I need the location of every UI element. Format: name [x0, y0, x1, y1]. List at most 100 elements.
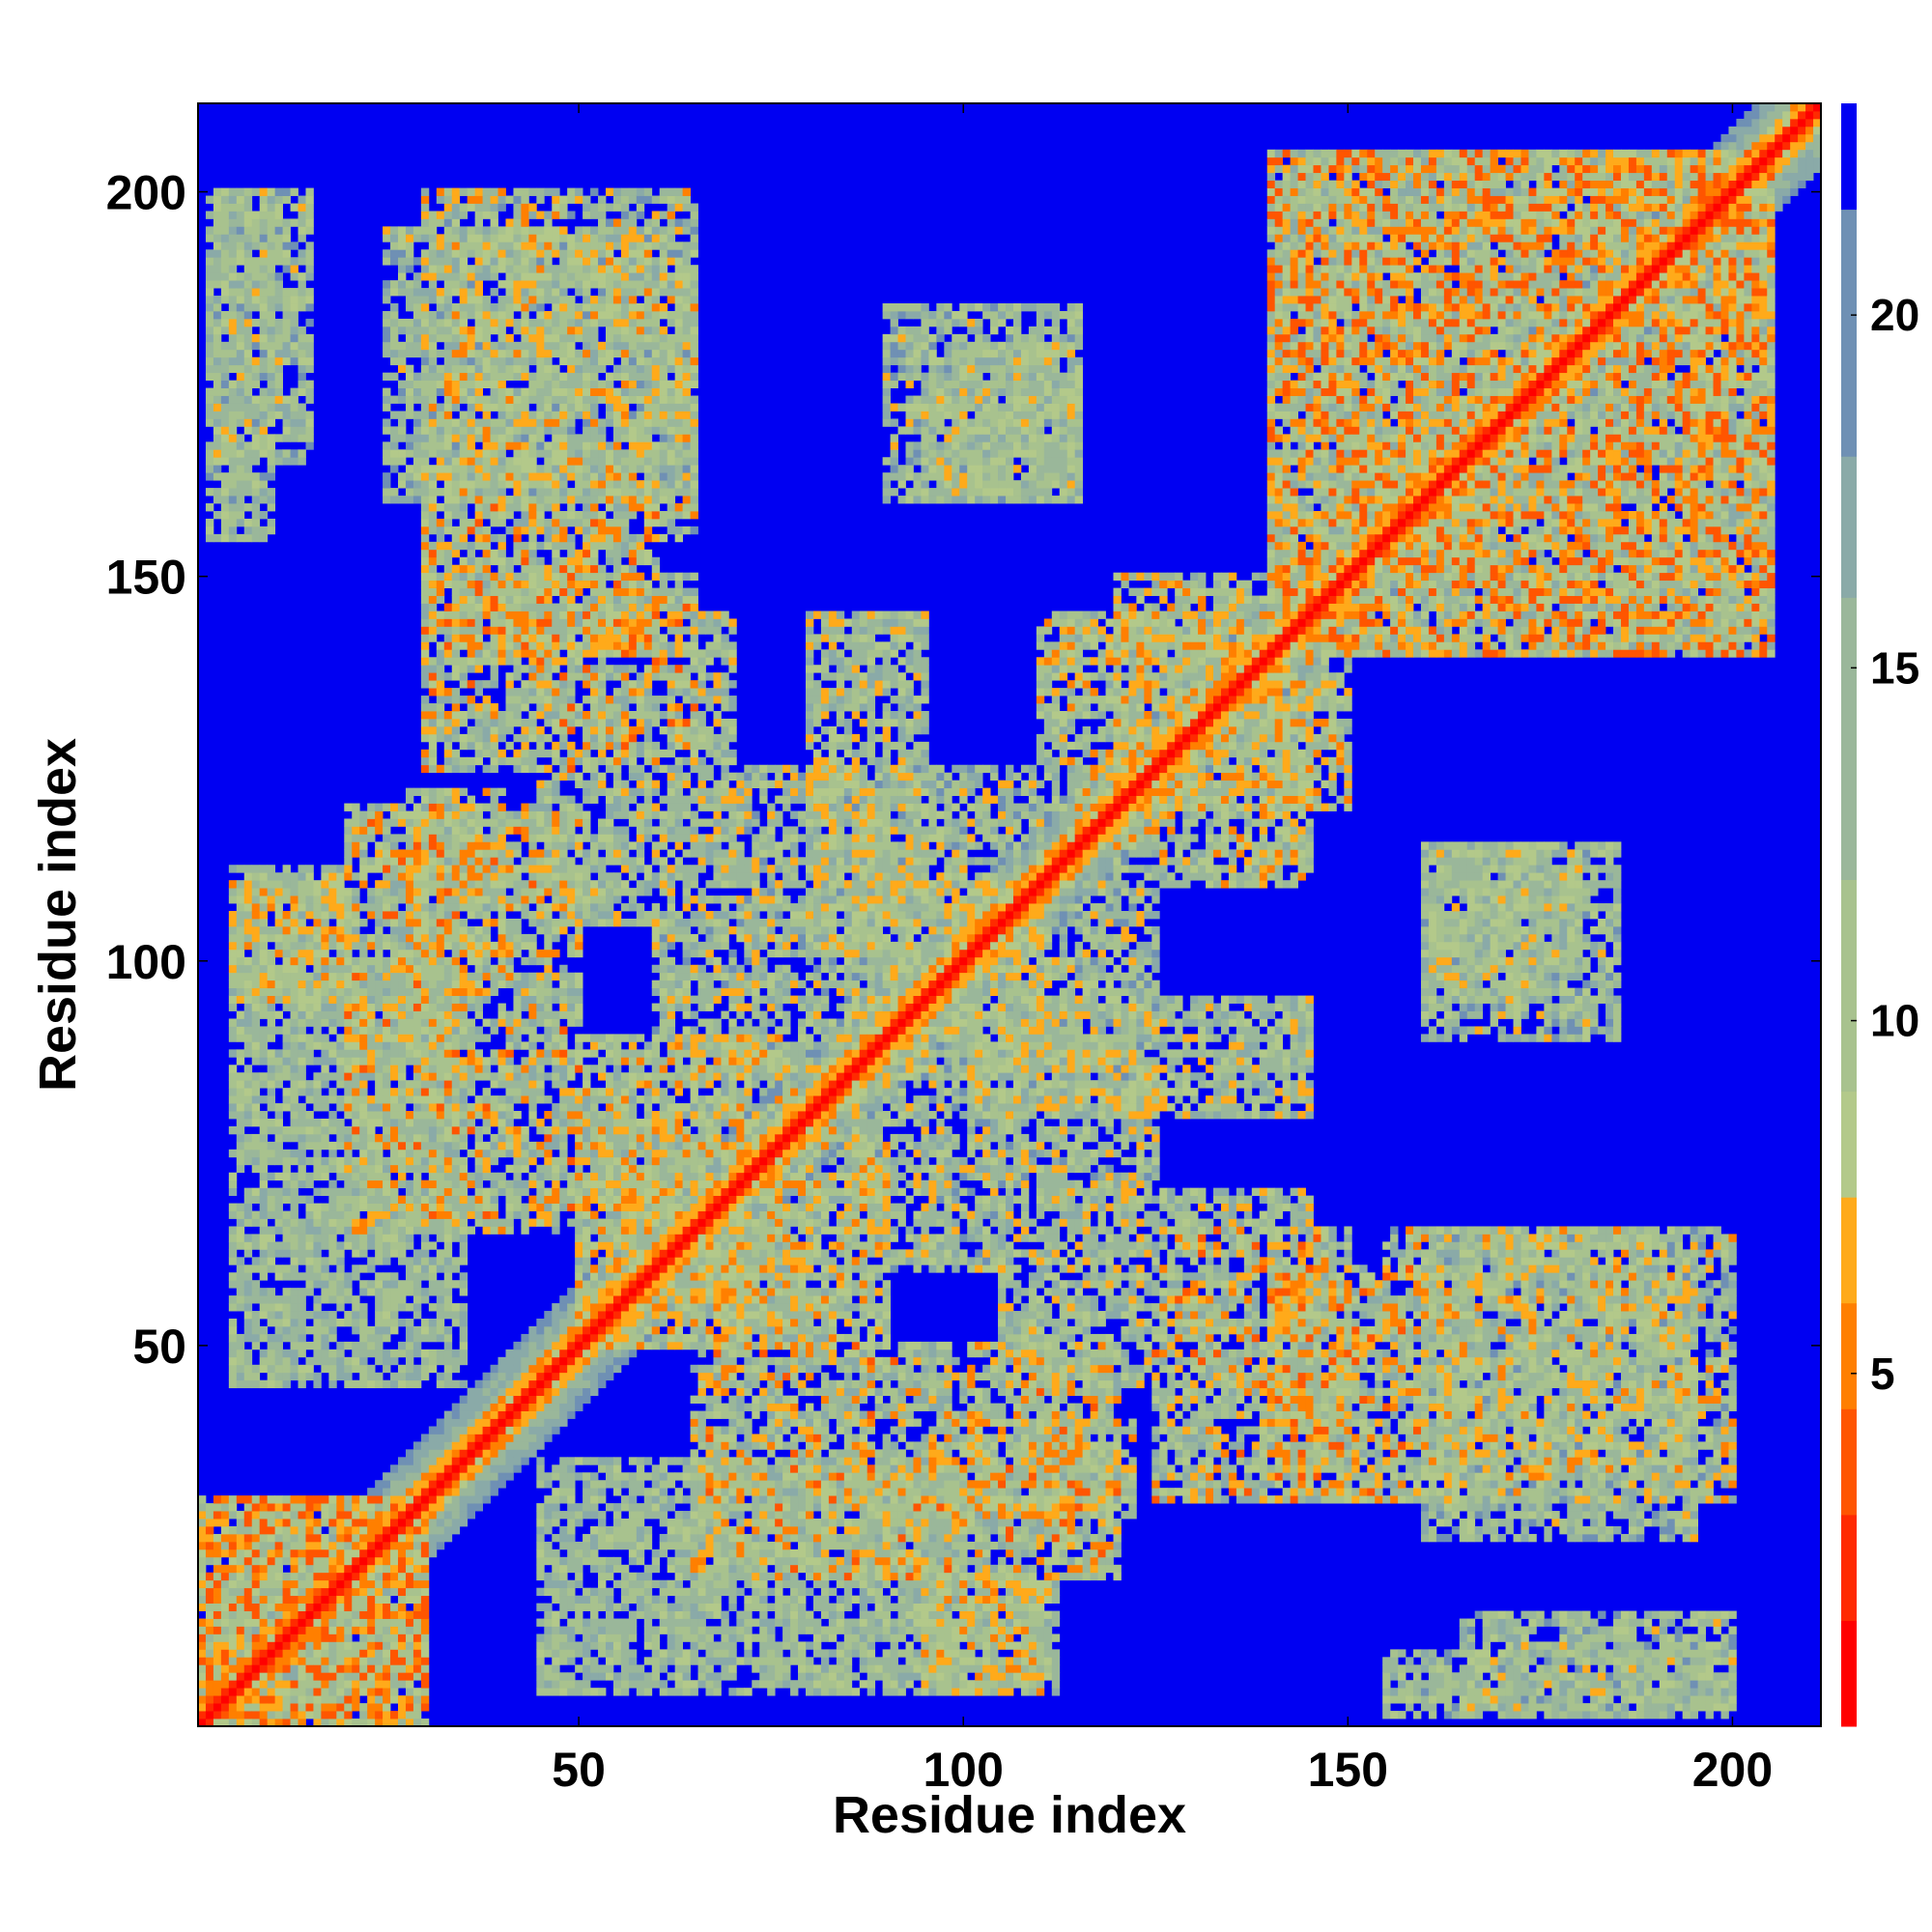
heatmap-cell [205, 211, 214, 219]
heatmap-cell [428, 356, 438, 366]
heatmap-cell [367, 1672, 376, 1681]
heatmap-cell [282, 1511, 291, 1520]
heatmap-cell [305, 1125, 314, 1135]
heatmap-cell [412, 1664, 422, 1673]
heatmap-cell [443, 1210, 453, 1219]
heatmap-cell [267, 972, 276, 981]
heatmap-cell [390, 1295, 399, 1304]
heatmap-cell [344, 1634, 353, 1642]
heatmap-cell [236, 434, 245, 442]
heatmap-cell [474, 941, 483, 951]
heatmap-cell [398, 1587, 407, 1597]
heatmap-cell [321, 1080, 329, 1089]
heatmap-cell [352, 1325, 360, 1335]
heatmap-cell [482, 1218, 491, 1227]
heatmap-cell [390, 888, 399, 896]
heatmap-cell [251, 303, 261, 312]
heatmap-cell [213, 1511, 222, 1520]
heatmap-cell [505, 1210, 514, 1219]
heatmap-cell [236, 1288, 245, 1296]
heatmap-cell [259, 1680, 269, 1689]
heatmap-cell [436, 841, 445, 850]
heatmap-cell [420, 841, 430, 850]
heatmap-cell [474, 333, 483, 343]
heatmap-cell [383, 1595, 391, 1604]
heatmap-cell [243, 1303, 253, 1312]
heatmap-cell [336, 1579, 345, 1589]
heatmap-cell [497, 810, 506, 819]
heatmap-cell [513, 587, 522, 596]
heatmap-cell [328, 1519, 337, 1527]
heatmap-cell [290, 1187, 298, 1197]
heatmap-cell [251, 918, 261, 927]
heatmap-cell [236, 1133, 245, 1143]
heatmap-cell [420, 1080, 430, 1089]
heatmap-cell [521, 1080, 529, 1089]
heatmap-cell [290, 426, 298, 435]
heatmap-cell [205, 1688, 214, 1696]
heatmap-cell [412, 457, 422, 466]
heatmap-cell [436, 956, 445, 966]
heatmap-cell [428, 787, 438, 796]
heatmap-cell [328, 1503, 337, 1512]
heatmap-cell [290, 949, 298, 958]
heatmap-cell [213, 341, 222, 351]
heatmap-cell [259, 1257, 269, 1265]
heatmap-cell [467, 1179, 476, 1189]
heatmap-cell [405, 911, 414, 920]
heatmap-cell [521, 1418, 529, 1427]
heatmap-cell [251, 888, 261, 896]
heatmap-cell [282, 1664, 291, 1673]
heatmap-cell [313, 1657, 322, 1665]
heatmap-cell [505, 618, 514, 627]
heatmap-cell [436, 1164, 445, 1174]
heatmap-cell [420, 787, 430, 796]
heatmap-cell [412, 1688, 422, 1696]
heatmap-cell [482, 657, 491, 666]
heatmap-cell [305, 1141, 314, 1151]
heatmap-cell [474, 1164, 483, 1174]
heatmap-cell [420, 696, 430, 704]
heatmap-cell [436, 372, 445, 382]
heatmap-cell [282, 1303, 291, 1312]
heatmap-cell [259, 1541, 269, 1550]
heatmap-cell [383, 234, 391, 242]
heatmap-cell [251, 333, 261, 343]
heatmap-cell [336, 1556, 345, 1566]
heatmap-cell [505, 972, 514, 981]
heatmap-cell [383, 1288, 391, 1296]
heatmap-cell [451, 1187, 461, 1197]
heatmap-cell [375, 1210, 384, 1219]
heatmap-cell [367, 1603, 376, 1611]
heatmap-cell [336, 1525, 345, 1535]
heatmap-cell [482, 318, 491, 327]
heatmap-cell [313, 1156, 322, 1166]
heatmap-cell [352, 1111, 360, 1120]
heatmap-cell [290, 1618, 298, 1627]
heatmap-cell [521, 1179, 529, 1189]
heatmap-cell [243, 226, 253, 235]
heatmap-cell [259, 418, 269, 427]
heatmap-cell [305, 949, 314, 958]
heatmap-cell [482, 1149, 491, 1158]
heatmap-cell [420, 472, 430, 481]
heatmap-cell [451, 810, 461, 819]
heatmap-cell [251, 880, 261, 889]
heatmap-cell [412, 1187, 422, 1197]
heatmap-cell [521, 1449, 529, 1458]
heatmap-cell [344, 803, 353, 811]
heatmap-cell [398, 1164, 407, 1174]
heatmap-cell [205, 1641, 214, 1650]
heatmap-cell [428, 972, 438, 981]
heatmap-cell [513, 1018, 522, 1027]
heatmap-cell [344, 834, 353, 842]
heatmap-cell [405, 995, 414, 1004]
heatmap-cell [298, 1257, 306, 1265]
heatmap-cell [305, 1195, 314, 1204]
heatmap-cell [259, 496, 269, 504]
heatmap-cell [298, 1303, 306, 1312]
heatmap-cell [274, 1065, 283, 1073]
heatmap-cell [251, 341, 261, 351]
heatmap-cell [490, 587, 498, 596]
heatmap-cell [336, 1241, 345, 1250]
